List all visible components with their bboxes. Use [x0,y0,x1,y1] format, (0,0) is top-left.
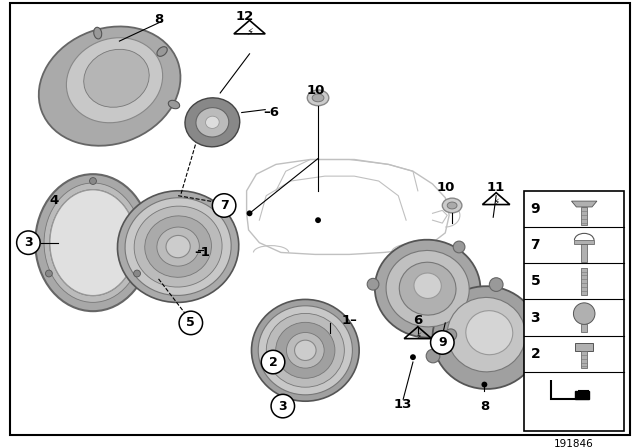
Circle shape [490,278,503,292]
Circle shape [573,303,595,324]
FancyBboxPatch shape [10,3,630,435]
Text: 3: 3 [24,236,33,249]
Polygon shape [572,201,597,207]
Text: 2: 2 [269,356,277,369]
Text: 9: 9 [531,202,540,216]
Ellipse shape [50,190,136,296]
Ellipse shape [39,26,180,146]
Ellipse shape [50,190,136,296]
FancyBboxPatch shape [575,392,589,399]
FancyBboxPatch shape [581,207,587,224]
Ellipse shape [67,38,163,123]
Ellipse shape [185,98,240,147]
Circle shape [445,329,457,340]
Circle shape [212,194,236,217]
Text: 12: 12 [236,10,254,23]
FancyBboxPatch shape [581,324,587,332]
Ellipse shape [157,227,199,266]
Ellipse shape [258,306,353,395]
Circle shape [410,354,416,360]
Ellipse shape [447,202,457,209]
Circle shape [431,331,454,354]
Ellipse shape [312,94,324,102]
Ellipse shape [84,49,149,107]
Ellipse shape [466,310,513,355]
Ellipse shape [276,322,335,378]
Text: 9: 9 [438,336,447,349]
Ellipse shape [205,116,220,129]
Ellipse shape [35,174,150,311]
Ellipse shape [93,27,102,39]
Text: 5: 5 [186,316,195,329]
Ellipse shape [399,262,456,315]
Text: –1: –1 [195,246,211,259]
Ellipse shape [252,299,359,401]
Ellipse shape [145,216,211,277]
Ellipse shape [414,273,442,298]
Circle shape [90,177,97,185]
Ellipse shape [386,250,469,327]
FancyBboxPatch shape [581,267,587,295]
Text: 6: 6 [413,314,422,327]
Text: 10: 10 [307,83,325,96]
FancyBboxPatch shape [524,191,625,431]
Circle shape [271,394,294,418]
Text: 8: 8 [154,13,163,26]
Circle shape [17,231,40,254]
FancyBboxPatch shape [581,244,587,262]
Text: 3: 3 [278,400,287,413]
Text: 8: 8 [480,400,489,413]
Ellipse shape [307,90,329,106]
Ellipse shape [166,236,190,258]
Ellipse shape [118,191,239,302]
Text: 10: 10 [436,181,454,194]
Text: 5: 5 [531,274,540,289]
Circle shape [367,278,379,290]
Ellipse shape [447,297,525,372]
Circle shape [526,362,540,375]
Ellipse shape [294,340,316,361]
Text: 7: 7 [220,199,228,212]
Text: 2: 2 [531,347,540,361]
Circle shape [246,211,253,216]
Circle shape [453,241,465,253]
Ellipse shape [375,240,481,338]
FancyBboxPatch shape [581,351,587,368]
Circle shape [179,311,203,335]
Circle shape [315,217,321,223]
Text: 7: 7 [531,238,540,252]
Circle shape [481,382,487,388]
Text: –6: –6 [263,106,279,119]
Circle shape [426,349,440,363]
Polygon shape [575,343,593,351]
Text: 11: 11 [487,181,505,194]
Text: 1–: 1– [341,314,357,327]
Ellipse shape [266,314,344,387]
Ellipse shape [287,332,324,368]
Text: 13: 13 [394,398,412,411]
Text: 191846: 191846 [554,439,594,448]
Ellipse shape [157,47,167,56]
FancyBboxPatch shape [575,240,594,244]
Circle shape [261,350,285,374]
Ellipse shape [442,198,462,213]
Text: 4: 4 [49,194,58,207]
Text: ⚡: ⚡ [493,198,499,207]
Text: 3: 3 [531,310,540,324]
Text: ⚡: ⚡ [246,26,253,37]
Circle shape [134,270,140,277]
Ellipse shape [168,100,180,109]
Circle shape [45,270,52,277]
Ellipse shape [125,198,231,295]
Ellipse shape [433,286,540,389]
Ellipse shape [134,206,222,287]
Ellipse shape [196,108,228,137]
Text: ⚡: ⚡ [415,332,421,341]
Ellipse shape [44,183,142,302]
